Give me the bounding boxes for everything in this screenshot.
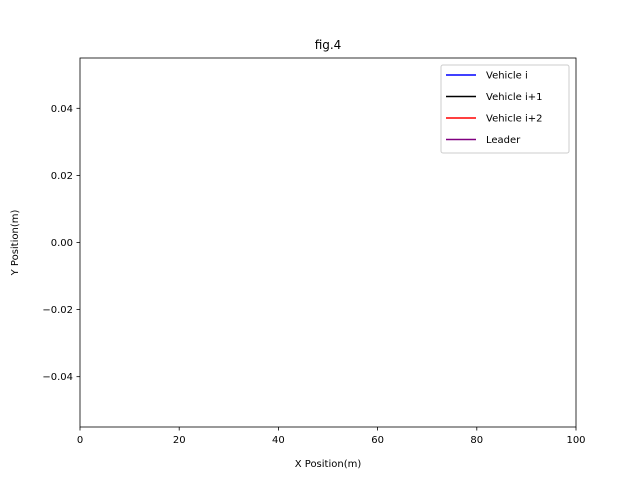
x-tick-label: 80 [470, 435, 483, 446]
y-tick-label: 0.02 [51, 171, 73, 182]
chart-title: fig.4 [315, 38, 342, 52]
x-tick-label: 100 [566, 435, 585, 446]
legend-items: Vehicle i Vehicle i+1 Vehicle i+2 Leader [446, 71, 542, 146]
legend-label: Vehicle i [486, 71, 528, 82]
legend-label: Vehicle i+1 [486, 92, 542, 103]
x-tick-label: 20 [173, 435, 186, 446]
x-axis-ticks: 0 20 40 60 80 100 [77, 427, 586, 446]
y-tick-label: 0.04 [51, 104, 73, 115]
y-axis-label: Y Position(m) [10, 210, 21, 277]
x-axis-label: X Position(m) [295, 459, 362, 470]
x-tick-label: 40 [272, 435, 285, 446]
legend-label: Leader [486, 135, 521, 146]
x-tick-label: 60 [371, 435, 384, 446]
legend-label: Vehicle i+2 [486, 114, 542, 125]
y-tick-label: −0.04 [42, 372, 73, 383]
legend-box [440, 64, 570, 154]
y-tick-label: 0.00 [51, 238, 73, 249]
y-tick-label: −0.02 [42, 305, 73, 316]
legend: Vehicle i Vehicle i+1 Vehicle i+2 Leader [440, 64, 570, 154]
x-tick-label: 0 [77, 435, 83, 446]
y-axis-ticks: −0.04 −0.02 0.00 0.02 0.04 [42, 104, 80, 383]
